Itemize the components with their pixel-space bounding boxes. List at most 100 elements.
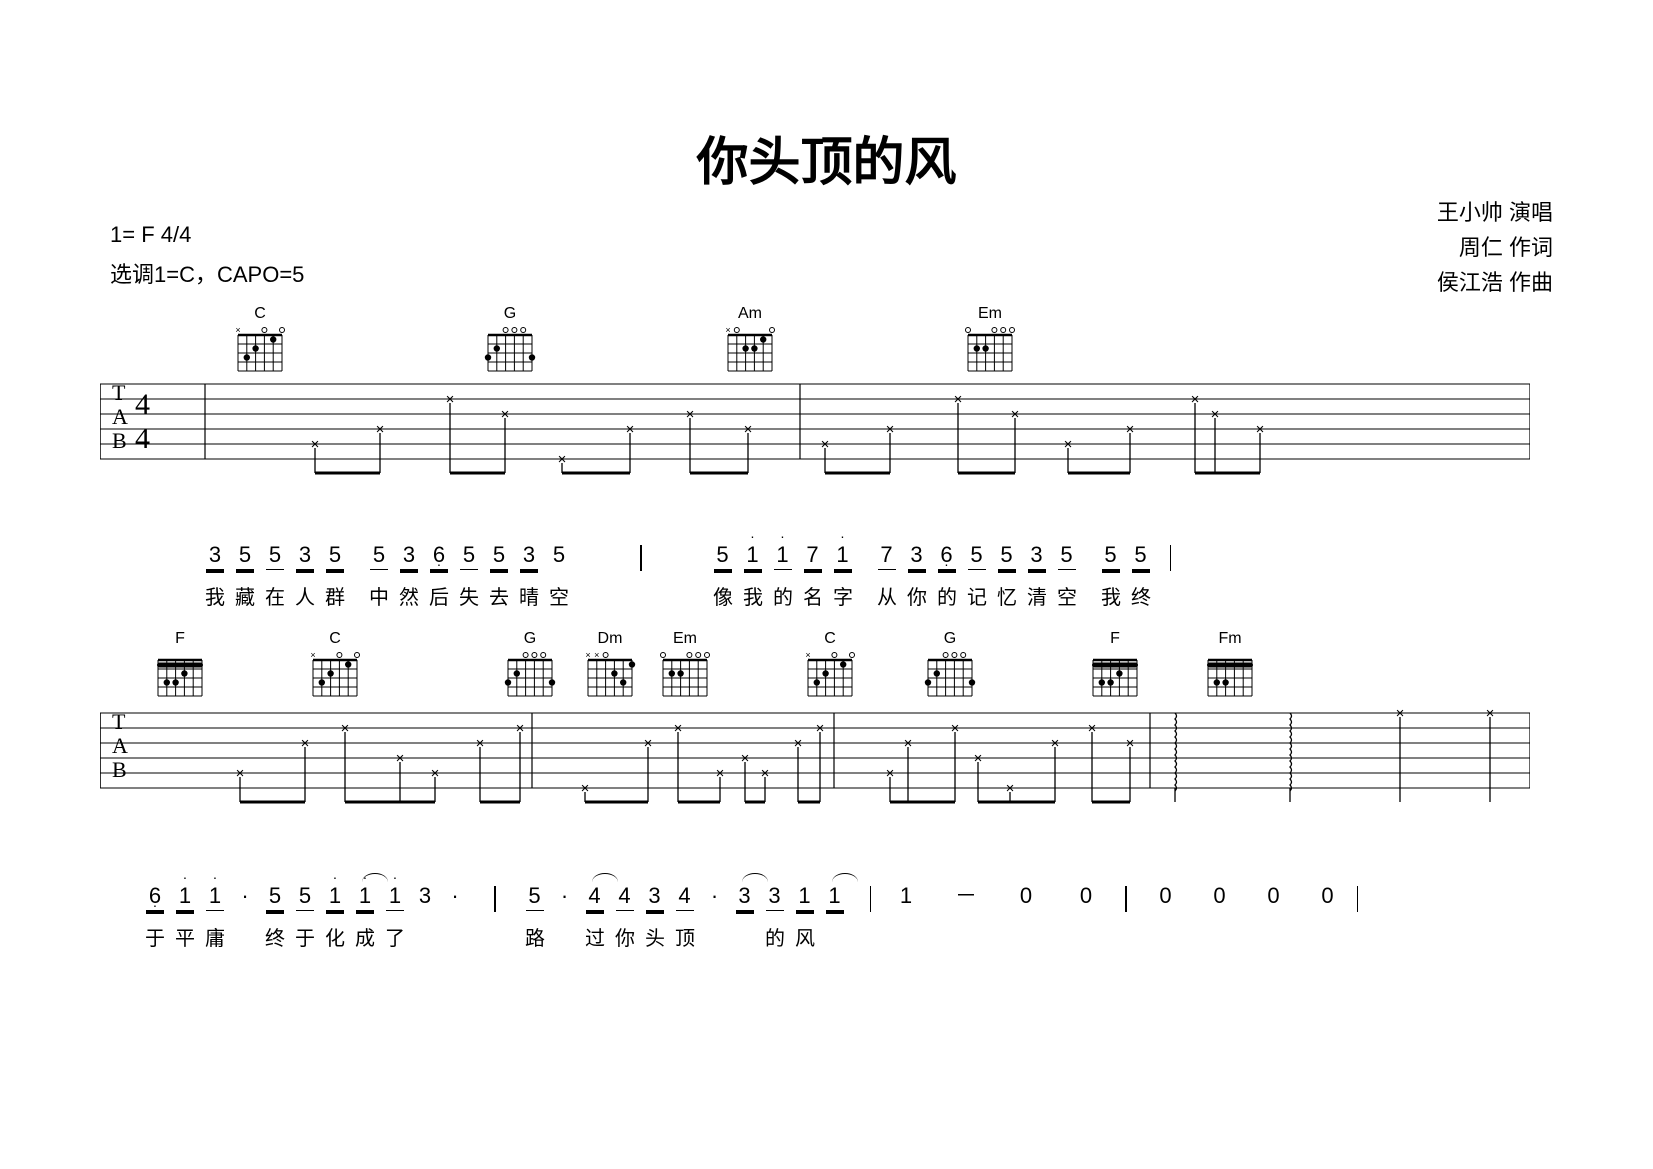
lyric-char: 字 — [828, 581, 858, 610]
chord-grid — [1088, 650, 1142, 700]
lyric-char — [1260, 928, 1290, 951]
lyric-char: 过 — [580, 922, 610, 951]
lyric-char: 成 — [350, 922, 380, 951]
svg-text:×: × — [594, 650, 599, 660]
lyric-char: 的 — [760, 922, 790, 951]
song-title: 你头顶的风 — [0, 120, 1653, 195]
lyric-char: 人 — [290, 581, 320, 610]
lyric-char — [820, 928, 850, 951]
chord-grid — [483, 325, 537, 375]
jianpu-note: 4 — [610, 883, 640, 911]
jianpu-row-1: 35535536553551171736553555我藏在人群中然后失去晴空像我… — [200, 542, 1186, 610]
chord-fm: Fm — [1200, 630, 1260, 705]
jianpu-note: 6 — [140, 883, 170, 911]
lyric-char — [410, 928, 440, 951]
chord-grid: × — [723, 325, 777, 375]
svg-text:4: 4 — [135, 388, 150, 421]
jianpu-note: · — [230, 883, 260, 909]
jianpu-note: 3 — [760, 883, 790, 911]
jianpu-note: 5 — [992, 542, 1022, 570]
lyric-char: 了 — [380, 922, 410, 951]
svg-text:T: T — [112, 380, 126, 405]
chord-name: C — [305, 630, 365, 648]
key-line2: 选调1=C，CAPO=5 — [110, 255, 304, 295]
tab-staff-1: TAB44××××××××××××××××× — [100, 376, 1530, 476]
lyric-char: 空 — [1052, 581, 1082, 610]
credit-singer: 王小帅 演唱 — [1437, 195, 1553, 230]
jianpu-lyrics: 于平庸 终于化成了 路 过你头顶 的风 — [140, 922, 1374, 951]
tab-staff-2: TAB××××××××××××××××××××××××× — [100, 705, 1530, 805]
chord-name: G — [500, 630, 560, 648]
barline — [1125, 886, 1127, 912]
jianpu-note: 5 — [320, 542, 350, 570]
jianpu-note: 5 — [260, 542, 290, 570]
chord-c: C× — [230, 305, 290, 380]
svg-text:×: × — [235, 325, 240, 335]
jianpu-note: 0 — [1313, 883, 1343, 909]
lyric-char: 庸 — [200, 922, 230, 951]
lyric-char: 中 — [364, 581, 394, 610]
jianpu-note: 4 — [580, 883, 610, 911]
chord-name: Fm — [1200, 630, 1260, 648]
lyric-char: 头 — [640, 922, 670, 951]
svg-text:B: B — [112, 757, 127, 782]
jianpu-note: 3 — [200, 542, 230, 570]
svg-text:4: 4 — [135, 422, 150, 455]
lyric-char: 化 — [320, 922, 350, 951]
jianpu-note: 3 — [410, 883, 440, 909]
lyric-char — [730, 928, 760, 951]
chord-em: Em — [655, 630, 715, 705]
jianpu-note: 0 — [1259, 883, 1289, 909]
chord-grid — [503, 650, 557, 700]
jianpu-note: 3 — [1022, 542, 1052, 570]
chord-dm: Dm×× — [580, 630, 640, 705]
svg-text:×: × — [805, 650, 810, 660]
key-line1: 1= F 4/4 — [110, 215, 304, 255]
jianpu-note: 1 — [350, 883, 380, 911]
jianpu-note: 5 — [962, 542, 992, 570]
jianpu-note: 5 — [708, 542, 738, 570]
jianpu-note: 5 — [454, 542, 484, 570]
chord-grid — [153, 650, 207, 700]
jianpu-note: 5 — [544, 542, 574, 568]
lyric-char: 我 — [738, 581, 768, 610]
barline — [1170, 545, 1172, 571]
svg-text:×: × — [585, 650, 590, 660]
lyric-char: 你 — [610, 922, 640, 951]
lyric-char: 记 — [962, 581, 992, 610]
chord-grid — [1203, 650, 1257, 700]
jianpu-note: 1 — [200, 883, 230, 911]
jianpu-note: 6 — [932, 542, 962, 570]
chord-name: G — [920, 630, 980, 648]
jianpu-note: 5 — [260, 883, 290, 911]
chord-c: C× — [800, 630, 860, 705]
chord-grid: × — [803, 650, 857, 700]
jianpu-note: 1 — [828, 542, 858, 570]
lyric-char — [892, 928, 922, 951]
chord-name: F — [150, 630, 210, 648]
lyric-char: 群 — [320, 581, 350, 610]
chord-grid: ×× — [583, 650, 637, 700]
jianpu-note: 3 — [394, 542, 424, 570]
jianpu-note: · — [550, 883, 580, 909]
jianpu-note: 6 — [424, 542, 454, 570]
jianpu-note: 5 — [1052, 542, 1082, 570]
jianpu-note: 1 — [790, 883, 820, 911]
jianpu-note: 5 — [1126, 542, 1156, 570]
lyric-char — [1314, 928, 1344, 951]
jianpu-note: 1 — [820, 883, 850, 911]
jianpu-note: 1 — [738, 542, 768, 570]
jianpu-note: 3 — [514, 542, 544, 570]
barline — [870, 886, 872, 912]
credits: 王小帅 演唱 周仁 作词 侯江浩 作曲 — [1437, 195, 1553, 301]
chord-grid: × — [308, 650, 362, 700]
key-info: 1= F 4/4 选调1=C，CAPO=5 — [110, 215, 304, 294]
lyric-char: 在 — [260, 581, 290, 610]
jianpu-notes: 35535536553551171736553555 — [200, 542, 1186, 571]
lyric-char: 终 — [260, 922, 290, 951]
chord-name: Am — [720, 305, 780, 323]
chord-name: G — [480, 305, 540, 323]
credit-lyricist: 周仁 作词 — [1437, 230, 1553, 265]
lyric-char: 晴 — [514, 581, 544, 610]
lyric-char: 风 — [790, 922, 820, 951]
